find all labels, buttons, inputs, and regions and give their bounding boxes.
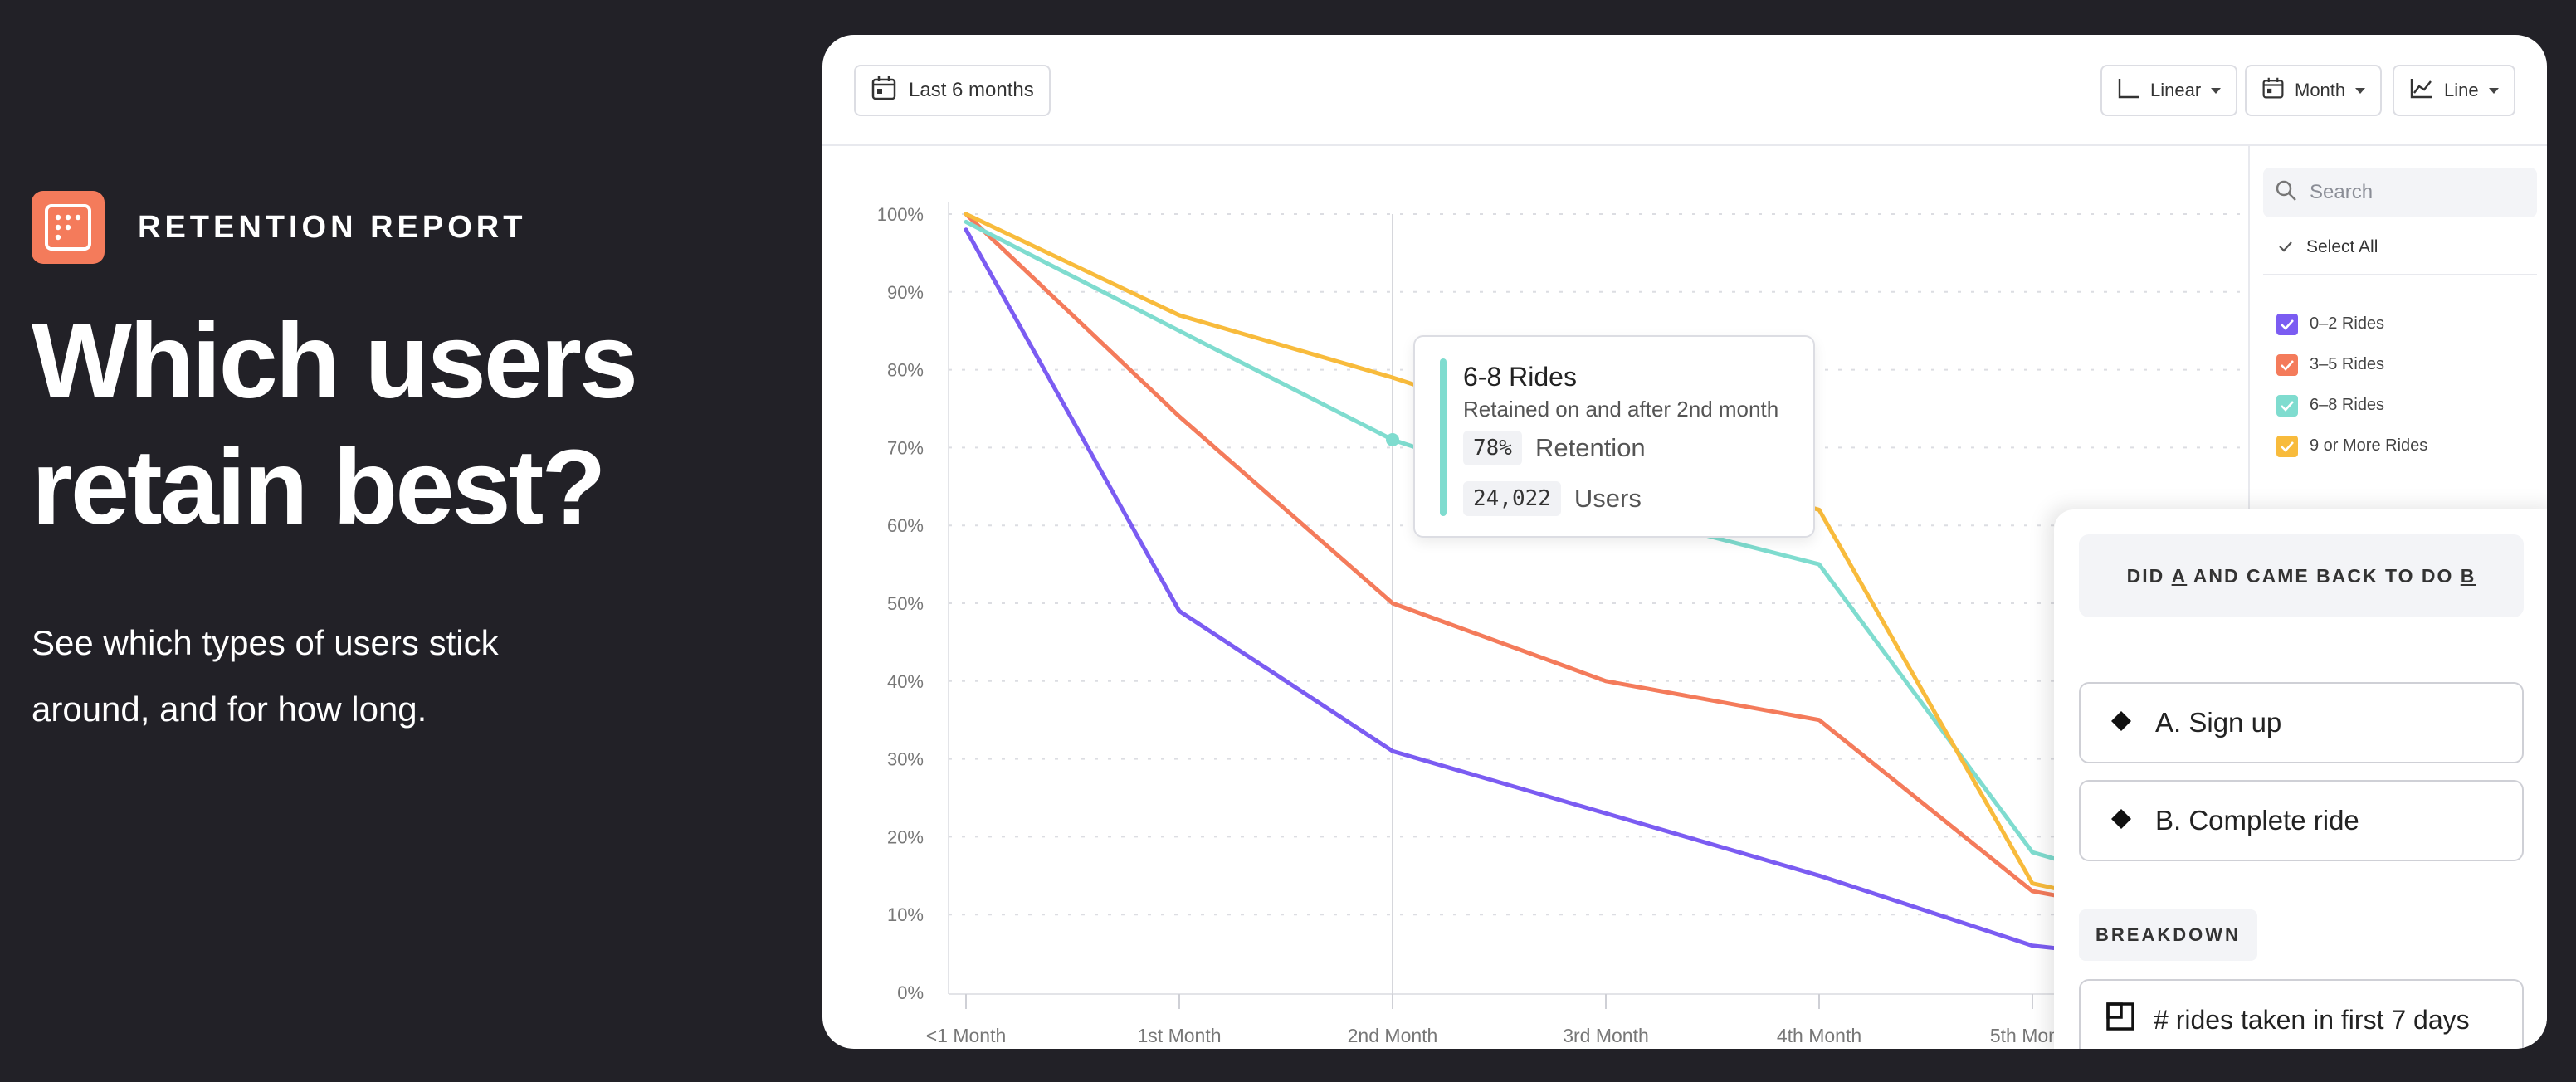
legend-item[interactable]: 6–8 Rides [2276, 385, 2427, 426]
property-icon [2105, 1002, 2135, 1038]
hover-point [1386, 433, 1399, 447]
x-tick-label: 4th Month [1777, 1025, 1861, 1046]
query-panel: DID A AND CAME BACK TO DO B A. Sign up B… [2054, 509, 2547, 1049]
legend-search-input[interactable]: Search [2263, 168, 2537, 217]
report-card: Last 6 months Linear Month Line 0% 10% 20%… [822, 35, 2547, 1049]
chart-tooltip: 6-8 Rides Retained on and after 2nd mont… [1413, 335, 1815, 538]
hero-subtitle-line1: See which types of users stick [32, 623, 499, 662]
retention-report-icon [32, 191, 105, 264]
select-all-toggle[interactable]: Select All [2278, 237, 2378, 257]
x-tick-label: 1st Month [1138, 1025, 1222, 1046]
y-tick-label: 10% [887, 904, 924, 925]
users-label: Users [1573, 484, 1642, 513]
query-header-mid: AND CAME BACK TO DO [2187, 564, 2461, 587]
scale-label: Linear [2150, 80, 2202, 100]
hero-title-line1: Which users [32, 302, 638, 421]
y-tick-label: 0% [897, 982, 924, 1003]
y-tick-label: 20% [887, 826, 924, 847]
legend-item-label: 9 or More Rides [2310, 436, 2428, 455]
legend-item-label: 0–2 Rides [2310, 314, 2385, 333]
retention-line-chart: 0% 10% 20% 30% 40% 50% 60% 70% 80% 90% 100% <1 Mont… [877, 202, 2248, 1046]
calendar-icon [871, 75, 897, 107]
checkbox-checked-icon[interactable] [2276, 394, 2298, 417]
chart-type-dropdown[interactable]: Line [2393, 65, 2515, 116]
select-all-label: Select All [2306, 237, 2378, 256]
tooltip-retention-row: 78% Retention [1463, 431, 1646, 465]
x-tick-label: 3rd Month [1563, 1025, 1649, 1046]
report-label: RETENTION REPORT [138, 209, 527, 245]
legend-divider [2263, 274, 2537, 275]
tooltip-users-row: 24,022 Users [1463, 481, 1642, 516]
retention-label: Retention [1534, 433, 1646, 462]
query-header: DID A AND CAME BACK TO DO B [2079, 534, 2524, 617]
event-b-button[interactable]: B. Complete ride [2079, 780, 2524, 861]
diamond-icon [2110, 707, 2132, 738]
search-placeholder: Search [2310, 181, 2374, 203]
y-tick-label: 90% [887, 282, 924, 303]
hero-subtitle-line2: around, and for how long. [32, 690, 427, 729]
report-tag: RETENTION REPORT [32, 191, 526, 264]
legend-item[interactable]: 9 or More Rides [2276, 426, 2427, 466]
x-tick-label: 2nd Month [1348, 1025, 1438, 1046]
axis-icon [2117, 76, 2140, 105]
search-icon [2275, 179, 2298, 207]
y-tick-label: 70% [887, 437, 924, 458]
y-tick-label: 100% [877, 204, 924, 225]
toolbar-divider [822, 144, 2547, 146]
interval-label: Month [2295, 80, 2346, 100]
x-tick-label: <1 Month [926, 1025, 1007, 1046]
hero-subtitle: See which types of users stick around, a… [32, 610, 612, 743]
chart-type-label: Line [2444, 80, 2479, 100]
hero-title-line2: retain best? [32, 428, 606, 547]
diamond-icon [2110, 805, 2132, 836]
legend-item[interactable]: 3–5 Rides [2276, 344, 2427, 385]
breakdown-tag: BREAKDOWN [2079, 909, 2257, 961]
chevron-down-icon [2355, 87, 2366, 94]
legend-list: 0–2 Rides 3–5 Rides 6–8 Rides 9 or More … [2276, 304, 2427, 466]
event-a-label: A. Sign up [2155, 707, 2282, 738]
tooltip-title: 6-8 Rides [1463, 362, 1577, 392]
event-a-button[interactable]: A. Sign up [2079, 682, 2524, 763]
date-range-button[interactable]: Last 6 months [854, 65, 1051, 116]
series-line [964, 212, 2248, 933]
y-tick-label: 80% [887, 360, 924, 381]
y-tick-label: 60% [887, 515, 924, 536]
users-value: 24,022 [1463, 481, 1561, 516]
query-header-pre: DID [2126, 564, 2172, 587]
checkbox-checked-icon[interactable] [2276, 353, 2298, 376]
checkbox-checked-icon[interactable] [2276, 435, 2298, 457]
legend-item-label: 6–8 Rides [2310, 396, 2385, 414]
breakdown-property-label: # rides taken in first 7 days [2154, 1004, 2470, 1035]
series-line [964, 227, 2248, 972]
interval-dropdown[interactable]: Month [2245, 65, 2383, 116]
tooltip-subtitle: Retained on and after 2nd month [1463, 397, 1779, 422]
event-b-label: B. Complete ride [2155, 805, 2359, 836]
scale-dropdown[interactable]: Linear [2100, 65, 2238, 116]
legend-item-label: 3–5 Rides [2310, 355, 2385, 373]
query-header-b: B [2460, 564, 2476, 587]
y-tick-label: 30% [887, 749, 924, 770]
checkmark-icon [2278, 237, 2293, 257]
query-header-a: A [2171, 564, 2188, 587]
breakdown-property-button[interactable]: # rides taken in first 7 days [2079, 979, 2524, 1049]
tooltip-series-color [1440, 358, 1447, 516]
chevron-down-icon [2488, 87, 2499, 94]
checkbox-checked-icon[interactable] [2276, 313, 2298, 335]
retention-value: 78% [1463, 431, 1522, 465]
date-range-label: Last 6 months [909, 79, 1034, 101]
line-chart-icon [2409, 76, 2434, 105]
legend-panel: Search Select All 0–2 Rides 3–5 Rides 6–… [2248, 146, 2547, 511]
chevron-down-icon [2211, 87, 2222, 94]
y-tick-label: 50% [887, 593, 924, 614]
y-tick-label: 40% [887, 671, 924, 692]
hero-title: Which users retain best? [32, 299, 778, 551]
legend-item[interactable]: 0–2 Rides [2276, 304, 2427, 344]
calendar-icon [2261, 76, 2285, 105]
